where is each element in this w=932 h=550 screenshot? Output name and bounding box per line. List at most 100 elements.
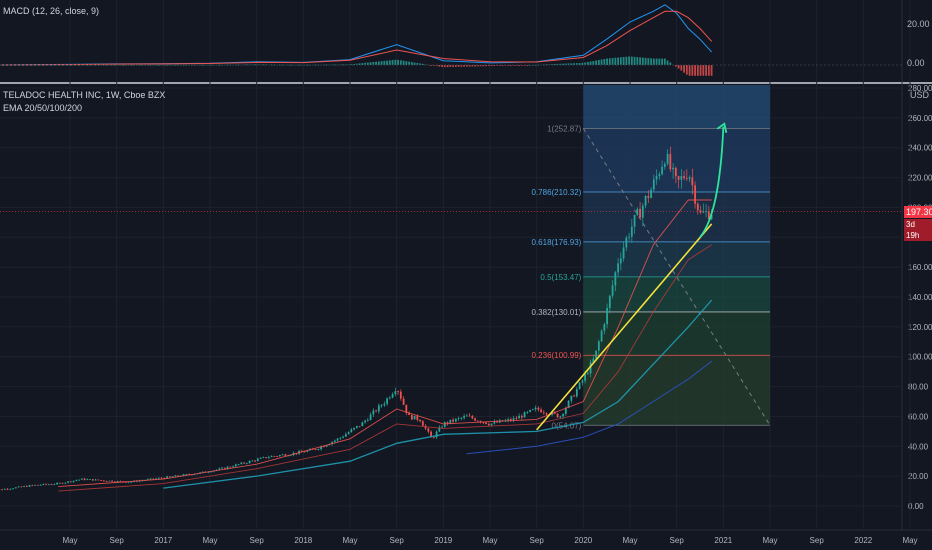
candle-body	[105, 480, 108, 482]
candle-body	[586, 373, 589, 375]
macd-bar	[485, 65, 487, 67]
macd-bar	[518, 65, 520, 66]
candle-body	[608, 295, 611, 309]
macd-bar	[677, 65, 680, 69]
macd-bar	[177, 64, 179, 66]
candle-body	[542, 412, 545, 414]
y-tick-label: 240.00	[908, 144, 932, 153]
candle-body	[465, 415, 468, 417]
candle-body	[685, 178, 688, 179]
macd-bar	[443, 65, 446, 68]
macd-bar	[281, 64, 284, 66]
candle-body	[119, 481, 122, 482]
macd-tick-0: 0.00	[907, 58, 925, 68]
macd-bar	[122, 64, 124, 66]
x-tick-label: May	[62, 536, 77, 545]
macd-bar	[130, 64, 133, 66]
candle-body	[454, 418, 457, 422]
candle-body	[652, 179, 655, 190]
macd-bar	[614, 57, 617, 65]
macd-bar	[375, 61, 377, 65]
macd-bar	[639, 57, 641, 65]
macd-bar	[89, 64, 91, 66]
candle-body	[694, 185, 696, 204]
macd-bar	[113, 64, 116, 66]
macd-bar	[696, 65, 699, 76]
macd-pane-bg	[0, 0, 902, 82]
candle-body	[130, 481, 133, 483]
macd-bar	[221, 64, 223, 66]
candle-body	[397, 391, 399, 392]
candle-body	[578, 382, 581, 390]
macd-bar	[325, 64, 328, 66]
candle-body	[683, 176, 685, 179]
macd-bar	[174, 64, 177, 66]
candle-body	[39, 484, 42, 486]
candle-body	[515, 418, 518, 420]
candle-body	[520, 415, 523, 418]
macd-bar	[570, 63, 573, 65]
candle-body	[496, 421, 498, 423]
macd-bar	[383, 60, 386, 65]
currency-label: USD	[910, 90, 930, 100]
candle-body	[413, 415, 416, 420]
macd-bar	[666, 60, 669, 65]
indicator-title[interactable]: EMA 20/50/100/200	[3, 103, 83, 113]
candle-body	[441, 426, 443, 428]
candle-body	[240, 462, 243, 465]
candle-body	[245, 463, 248, 464]
macd-bar	[438, 65, 441, 67]
macd-bar	[229, 64, 232, 66]
candle-body	[584, 374, 586, 381]
candle-body	[67, 481, 69, 483]
candle-body	[331, 441, 333, 445]
candle-body	[556, 413, 559, 418]
macd-bar	[408, 61, 410, 65]
candle-body	[383, 403, 386, 406]
macd-bar	[501, 65, 504, 66]
symbol-title[interactable]: TELADOC HEALTH INC, 1W, Cboe BZX	[3, 90, 166, 100]
candle-body	[361, 422, 364, 427]
candle-body	[317, 449, 320, 450]
macd-bar	[457, 65, 460, 67]
candle-body	[102, 480, 105, 482]
macd-bar	[663, 58, 666, 65]
candle-body	[31, 485, 34, 487]
candle-body	[589, 362, 592, 374]
candle-body	[284, 454, 287, 456]
macd-bar	[86, 64, 89, 66]
macd-bar	[449, 65, 452, 67]
macd-bar	[597, 59, 600, 65]
x-tick-label: Sep	[390, 536, 405, 545]
candle-body	[232, 466, 234, 468]
macd-bar	[298, 64, 300, 66]
macd-bar	[306, 64, 309, 66]
candle-body	[380, 405, 383, 407]
candle-body	[325, 445, 328, 447]
macd-bar	[372, 61, 375, 65]
candle-body	[12, 488, 14, 490]
bar-countdown-tag: 3d 19h	[904, 219, 932, 241]
candle-body	[625, 237, 628, 248]
macd-bar	[680, 65, 683, 71]
macd-bar	[309, 64, 311, 66]
candle-body	[80, 478, 83, 480]
macd-bar	[589, 61, 592, 65]
candle-body	[166, 476, 168, 479]
macd-bar	[460, 65, 463, 67]
candle-body	[251, 460, 254, 462]
macd-bar	[603, 58, 606, 65]
x-tick-label: 2018	[294, 536, 312, 545]
candle-body	[218, 468, 221, 470]
candle-body	[36, 484, 39, 486]
candle-body	[97, 479, 100, 481]
x-tick-label: Sep	[530, 536, 545, 545]
macd-bar	[366, 62, 369, 65]
candle-body	[419, 419, 421, 422]
macd-bar	[691, 65, 694, 76]
candle-body	[490, 423, 493, 426]
candle-body	[17, 486, 20, 488]
candle-body	[100, 480, 102, 482]
macd-bar	[97, 64, 100, 66]
